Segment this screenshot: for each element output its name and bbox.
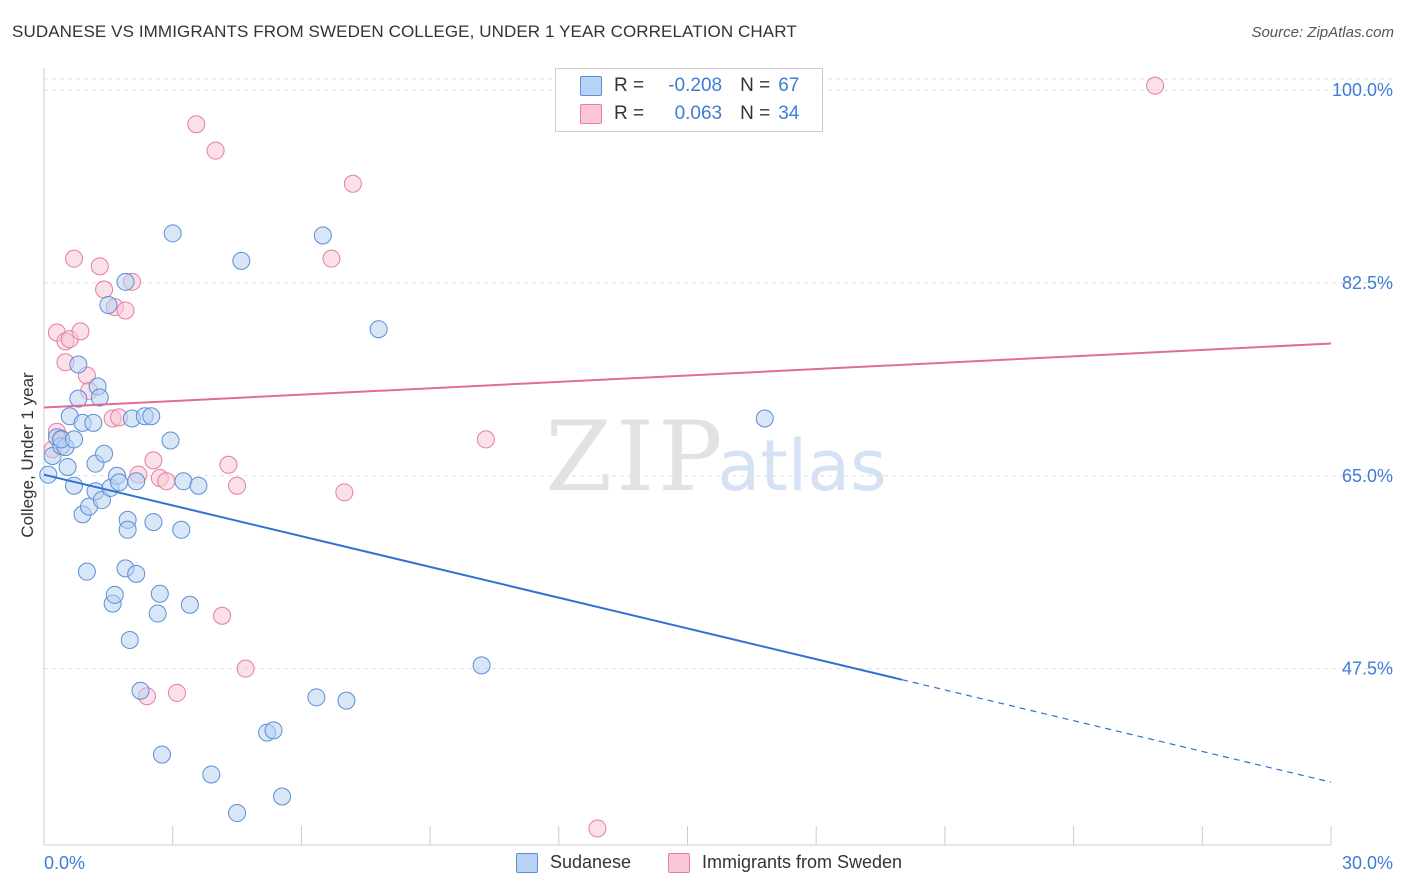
source-label: Source: ZipAtlas.com [1251, 24, 1394, 41]
data-point-sudanese [120, 631, 139, 650]
data-point-sudanese [228, 804, 247, 823]
data-point-sudanese [189, 476, 208, 495]
data-point-sudanese [118, 520, 137, 539]
data-point-sudanese [95, 444, 114, 463]
legend-r-value: -0.208 [668, 75, 723, 96]
data-point-sudanese [105, 585, 124, 604]
data-point-sudanese [144, 513, 163, 532]
watermark-zip: ZIP [545, 401, 726, 513]
legend-n-label: N = [740, 103, 771, 124]
legend-n-value: 67 [778, 75, 800, 96]
data-point-sudanese [313, 226, 332, 245]
data-point-sweden [65, 249, 84, 268]
data-point-sudanese [755, 409, 774, 428]
data-point-sudanese [337, 691, 356, 710]
data-point-sweden [71, 322, 90, 341]
data-point-sudanese [273, 787, 292, 806]
data-point-sweden [157, 472, 176, 491]
bottom-legend-swatch-sweden [668, 852, 690, 873]
data-point-sudanese [148, 604, 167, 623]
data-point-sudanese [58, 457, 77, 476]
y-tick-label: 47.5% [1342, 659, 1393, 679]
data-point-sudanese [264, 721, 283, 740]
legend-swatch-sweden [580, 104, 602, 124]
bottom-legend-sweden: Immigrants from Sweden [668, 852, 902, 873]
data-point-sudanese [127, 472, 146, 491]
tick-labels: 100.0% 82.5% 65.0% 47.5% 0.0% 30.0% [44, 80, 1393, 873]
legend-n-label: N = [740, 75, 771, 96]
data-point-sudanese [116, 272, 135, 291]
y-axis-label: College, Under 1 year [18, 372, 37, 538]
data-point-sudanese [202, 765, 221, 784]
watermark-atlas: atlas [717, 425, 886, 507]
data-point-sudanese [69, 355, 88, 374]
data-point-sweden [213, 606, 232, 625]
data-point-sudanese [232, 251, 251, 270]
data-point-sudanese [77, 562, 96, 581]
legend: R = -0.208 N = 67 R = 0.063 N = 34 [555, 68, 823, 132]
data-point-sweden [588, 819, 607, 838]
data-point-sudanese [127, 564, 146, 583]
data-point-sweden [228, 476, 247, 495]
data-point-sweden [335, 483, 354, 502]
y-tick-label: 100.0% [1332, 80, 1393, 100]
bottom-legend-sudanese: Sudanese [516, 852, 631, 873]
data-point-sweden [343, 174, 362, 193]
legend-r-value: 0.063 [674, 103, 723, 124]
data-point-sweden [187, 115, 206, 134]
trend-line-sudanese [43, 473, 903, 681]
trend-line-sudanese-extension [901, 679, 1332, 783]
data-point-sudanese [163, 224, 182, 243]
data-point-sudanese [84, 413, 103, 432]
data-point-sudanese [172, 520, 191, 539]
y-tick-label: 65.0% [1342, 466, 1393, 486]
bottom-legend-label-sudanese: Sudanese [550, 852, 632, 872]
bottom-legend-label-sweden: Immigrants from Sweden [702, 852, 903, 872]
chart-title: SUDANESE VS IMMIGRANTS FROM SWEDEN COLLE… [12, 22, 797, 41]
data-point-sweden [167, 683, 186, 702]
data-point-sudanese [174, 472, 193, 491]
legend-n-value: 34 [778, 103, 800, 124]
data-point-sweden [90, 257, 109, 276]
legend-r-label: R = [614, 103, 645, 124]
data-point-sudanese [65, 430, 84, 449]
data-point-sudanese [131, 681, 150, 700]
data-point-sweden [206, 141, 225, 160]
data-point-sweden [476, 430, 495, 449]
legend-row-sweden: R = 0.063 N = 34 [580, 101, 799, 127]
data-point-sudanese [69, 389, 88, 408]
x-tick-label: 30.0% [1342, 853, 1393, 873]
series-sudanese-points [39, 224, 774, 823]
y-tick-label: 82.5% [1342, 273, 1393, 293]
legend-row-sudanese: R = -0.208 N = 67 [580, 73, 799, 99]
data-point-sweden [1146, 76, 1165, 95]
legend-swatch-sudanese [580, 76, 602, 96]
data-point-sudanese [369, 320, 388, 339]
data-point-sweden [219, 455, 238, 474]
data-point-sudanese [99, 295, 118, 314]
data-point-sudanese [142, 407, 161, 426]
data-point-sweden [236, 659, 255, 678]
data-point-sudanese [152, 745, 171, 764]
trend-line-sweden [43, 342, 1332, 409]
x-tick-label: 0.0% [44, 853, 85, 873]
data-point-sudanese [180, 595, 199, 614]
data-point-sudanese [307, 688, 326, 707]
data-point-sudanese [110, 473, 129, 492]
data-point-sudanese [472, 656, 491, 675]
data-point-sudanese [161, 431, 180, 450]
data-point-sudanese [90, 388, 109, 407]
data-point-sweden [322, 249, 341, 268]
data-point-sudanese [150, 584, 169, 603]
data-point-sweden [116, 301, 135, 320]
trend-lines [43, 342, 1332, 783]
data-point-sweden [144, 451, 163, 470]
legend-r-label: R = [614, 75, 645, 96]
bottom-legend-swatch-sudanese [516, 852, 538, 873]
data-point-sweden [95, 280, 114, 299]
